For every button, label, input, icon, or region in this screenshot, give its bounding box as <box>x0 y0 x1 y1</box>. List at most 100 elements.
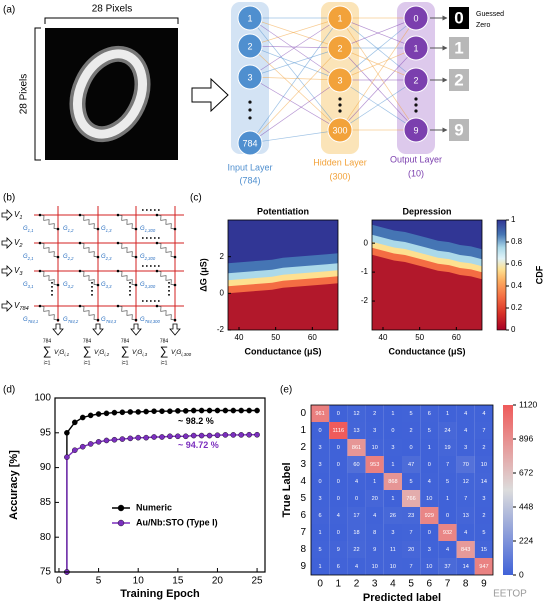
matrix-cell <box>329 439 348 456</box>
conductance-label-symbol: G <box>63 226 68 232</box>
junction <box>134 283 138 287</box>
connection <box>249 17 341 81</box>
x-tick-label: 4 <box>390 579 396 590</box>
ellipsis-dot <box>248 108 252 112</box>
colorbar-tick-label: 0.4 <box>511 281 523 290</box>
cell-label: 0 <box>428 462 431 468</box>
x-tick-label: 40 <box>379 333 388 342</box>
cell-label: 1 <box>391 462 394 468</box>
connection <box>249 17 341 49</box>
flow-arrow <box>191 77 229 113</box>
neuron <box>403 117 429 143</box>
connection <box>339 47 417 81</box>
cell-label: 2 <box>410 428 413 434</box>
conductance-label: G1,3 <box>101 226 112 233</box>
output-arrow <box>52 323 64 336</box>
colorbar <box>503 405 513 575</box>
ellipsis-dot <box>248 116 252 120</box>
matrix-cell <box>329 524 348 541</box>
cell-label: 0 <box>319 479 322 485</box>
memristor <box>156 214 176 230</box>
junction <box>96 227 100 231</box>
cell-label: 3 <box>373 428 376 434</box>
cell-label: 0 <box>337 479 340 485</box>
conductance-label: G3,1 <box>23 282 34 289</box>
neuron-label: 3 <box>337 75 342 85</box>
sum-lower: i=1 <box>122 360 129 366</box>
cell-label: 19 <box>444 445 450 451</box>
input-arrow <box>1 237 13 249</box>
junction <box>173 318 177 322</box>
cell-label: 9 <box>373 547 376 553</box>
output-arrow <box>92 323 104 336</box>
memristor <box>39 270 59 286</box>
cell-label: 1 <box>319 530 322 536</box>
neuron <box>237 5 263 31</box>
matrix-cell <box>420 541 439 558</box>
layer-name: Output Layer <box>390 154 442 164</box>
neuron-label: 1 <box>413 43 418 53</box>
series-marker <box>182 408 189 414</box>
output-box <box>449 37 469 59</box>
cell-label: 23 <box>408 513 414 519</box>
y-tick-label: 5 <box>300 493 306 504</box>
colorbar-tick-label: 0 <box>519 569 524 579</box>
legend-label: Numeric <box>136 502 172 512</box>
connection <box>249 45 341 81</box>
conductance-label-symbol: G <box>140 317 145 323</box>
matrix-cell <box>329 507 348 524</box>
neuron-label: 2 <box>413 75 418 85</box>
digit-stroke <box>73 49 147 139</box>
cell-label: 8 <box>373 530 376 536</box>
matrix-cell <box>311 490 330 507</box>
series-marker <box>119 436 126 442</box>
cell-label: 47 <box>408 462 414 468</box>
neuron-label: 1 <box>337 13 342 23</box>
cell-label: 10 <box>481 462 487 468</box>
memristor <box>79 214 99 230</box>
matrix-cell <box>311 456 330 473</box>
series-marker <box>64 454 70 460</box>
bracket <box>34 27 41 161</box>
y-tick-label: 8 <box>300 544 306 555</box>
series-marker <box>103 410 110 417</box>
series-marker <box>238 432 245 438</box>
series-marker <box>143 408 149 415</box>
sum-term: ViGi,3 <box>132 349 148 357</box>
colorbar-tick-label: 0.6 <box>511 259 523 268</box>
conductance-label: G784,1 <box>23 317 38 324</box>
colorbar-tick-label: 1 <box>511 215 516 224</box>
junction <box>56 283 60 287</box>
cell-label: 14 <box>463 564 469 570</box>
connection <box>339 47 417 131</box>
cell-label: 4 <box>373 513 376 519</box>
memristor <box>117 305 137 321</box>
junction <box>78 213 82 217</box>
x-tick-label: 0 <box>317 579 323 590</box>
matrix-cell <box>456 439 475 456</box>
cell-label: 15 <box>481 547 487 553</box>
memristor <box>79 305 99 321</box>
cell-label: 0 <box>428 530 431 536</box>
cell-label: 2 <box>482 513 485 519</box>
cell-label: 10 <box>372 564 378 570</box>
matrix-cell <box>329 490 348 507</box>
matrix-cell <box>402 439 421 456</box>
colorbar <box>496 219 507 331</box>
y-tick-label: 3 <box>300 459 306 470</box>
output-box <box>449 119 469 141</box>
matrix-cell <box>456 405 475 422</box>
sum-symbol: ∑ <box>121 344 130 358</box>
cell-label: 0 <box>391 428 394 434</box>
series-marker <box>111 436 118 443</box>
matrix-cell <box>402 473 421 490</box>
matrix-cell <box>402 456 421 473</box>
conductance-label-subscript: 1,1 <box>28 228 34 233</box>
memristor <box>39 305 59 321</box>
neuron <box>327 5 353 31</box>
series-marker <box>214 407 221 414</box>
connection <box>249 47 341 78</box>
layer-size: (784) <box>239 175 260 185</box>
cell-label: 10 <box>426 564 432 570</box>
series-marker <box>72 419 78 426</box>
